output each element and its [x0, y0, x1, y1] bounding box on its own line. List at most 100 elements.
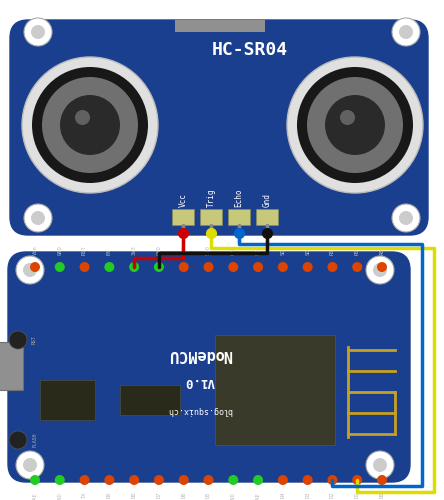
Circle shape: [303, 475, 313, 485]
Circle shape: [31, 25, 45, 39]
Text: RSV: RSV: [355, 245, 360, 255]
Circle shape: [253, 475, 263, 485]
Text: Vcc: Vcc: [178, 193, 187, 207]
Text: NodeMCU: NodeMCU: [168, 348, 232, 362]
Circle shape: [23, 263, 37, 277]
Circle shape: [203, 475, 214, 485]
Text: D4: D4: [280, 492, 285, 498]
Circle shape: [30, 262, 40, 272]
Text: SDO: SDO: [206, 245, 211, 255]
Circle shape: [392, 18, 420, 46]
Circle shape: [377, 475, 387, 485]
Text: SD3: SD3: [305, 245, 310, 255]
Text: SD1: SD1: [256, 245, 261, 255]
Text: RX: RX: [107, 492, 112, 498]
Text: Echo: Echo: [234, 188, 243, 207]
Circle shape: [31, 211, 45, 225]
Text: CMD: CMD: [231, 245, 236, 255]
Bar: [172, 209, 194, 225]
Text: 3V3: 3V3: [131, 245, 137, 255]
Circle shape: [9, 431, 27, 449]
Text: D5: D5: [206, 492, 211, 498]
Circle shape: [399, 211, 413, 225]
Text: GND: GND: [231, 492, 236, 500]
Circle shape: [55, 475, 65, 485]
Text: Vin: Vin: [32, 245, 37, 255]
Circle shape: [325, 95, 385, 155]
Bar: [228, 209, 250, 225]
Circle shape: [24, 18, 52, 46]
Text: EAE: EAE: [256, 492, 261, 500]
Bar: [0, 342, 23, 390]
Circle shape: [16, 451, 44, 479]
Circle shape: [75, 110, 90, 125]
Text: CLK: CLK: [181, 245, 186, 255]
Circle shape: [104, 262, 115, 272]
Bar: [200, 209, 222, 225]
Circle shape: [287, 57, 423, 193]
FancyBboxPatch shape: [10, 20, 428, 235]
Circle shape: [340, 110, 355, 125]
Text: GND: GND: [156, 245, 162, 255]
Text: RST: RST: [32, 336, 37, 344]
Circle shape: [104, 475, 115, 485]
Circle shape: [32, 67, 148, 183]
Text: D3: D3: [305, 492, 310, 498]
Circle shape: [399, 25, 413, 39]
Text: SD2: SD2: [280, 245, 285, 255]
FancyBboxPatch shape: [8, 252, 410, 482]
Circle shape: [79, 475, 90, 485]
Circle shape: [129, 475, 139, 485]
Text: GND: GND: [57, 492, 62, 500]
Circle shape: [179, 475, 189, 485]
Text: EAE: EAE: [32, 492, 37, 500]
Circle shape: [392, 204, 420, 232]
Text: Trig: Trig: [206, 188, 215, 207]
Text: GND: GND: [57, 245, 62, 255]
Circle shape: [327, 262, 337, 272]
Text: HC-SR04: HC-SR04: [212, 41, 288, 59]
Circle shape: [79, 262, 90, 272]
Text: V1.0: V1.0: [185, 376, 215, 388]
Circle shape: [9, 331, 27, 349]
Circle shape: [23, 458, 37, 472]
Circle shape: [30, 475, 40, 485]
Text: RST: RST: [82, 245, 87, 255]
Bar: [40, 380, 95, 420]
Text: D0: D0: [131, 492, 137, 498]
Circle shape: [278, 475, 288, 485]
Bar: [256, 209, 278, 225]
Circle shape: [42, 77, 138, 173]
Text: RSV: RSV: [330, 245, 335, 255]
Text: FLASH: FLASH: [32, 433, 37, 447]
Circle shape: [154, 262, 164, 272]
Text: D6: D6: [181, 492, 186, 498]
Circle shape: [179, 262, 189, 272]
Circle shape: [22, 57, 158, 193]
Text: A0: A0: [380, 248, 385, 255]
Text: D7: D7: [156, 492, 162, 498]
Text: TX: TX: [82, 492, 87, 498]
Circle shape: [327, 475, 337, 485]
Text: Gnd: Gnd: [262, 193, 271, 207]
Circle shape: [297, 67, 413, 183]
Text: D0: D0: [380, 492, 385, 498]
Text: D1: D1: [355, 492, 360, 498]
Text: blog.squix.ch: blog.squix.ch: [167, 406, 233, 414]
Circle shape: [373, 458, 387, 472]
Circle shape: [373, 263, 387, 277]
Circle shape: [366, 451, 394, 479]
Circle shape: [60, 95, 120, 155]
Bar: [175, 20, 265, 32]
Circle shape: [228, 262, 238, 272]
Bar: [120, 385, 180, 415]
Circle shape: [253, 262, 263, 272]
Circle shape: [228, 475, 238, 485]
Circle shape: [278, 262, 288, 272]
Text: EN: EN: [107, 248, 112, 255]
Circle shape: [377, 262, 387, 272]
Circle shape: [303, 262, 313, 272]
Circle shape: [352, 262, 362, 272]
Circle shape: [24, 204, 52, 232]
Circle shape: [203, 262, 214, 272]
